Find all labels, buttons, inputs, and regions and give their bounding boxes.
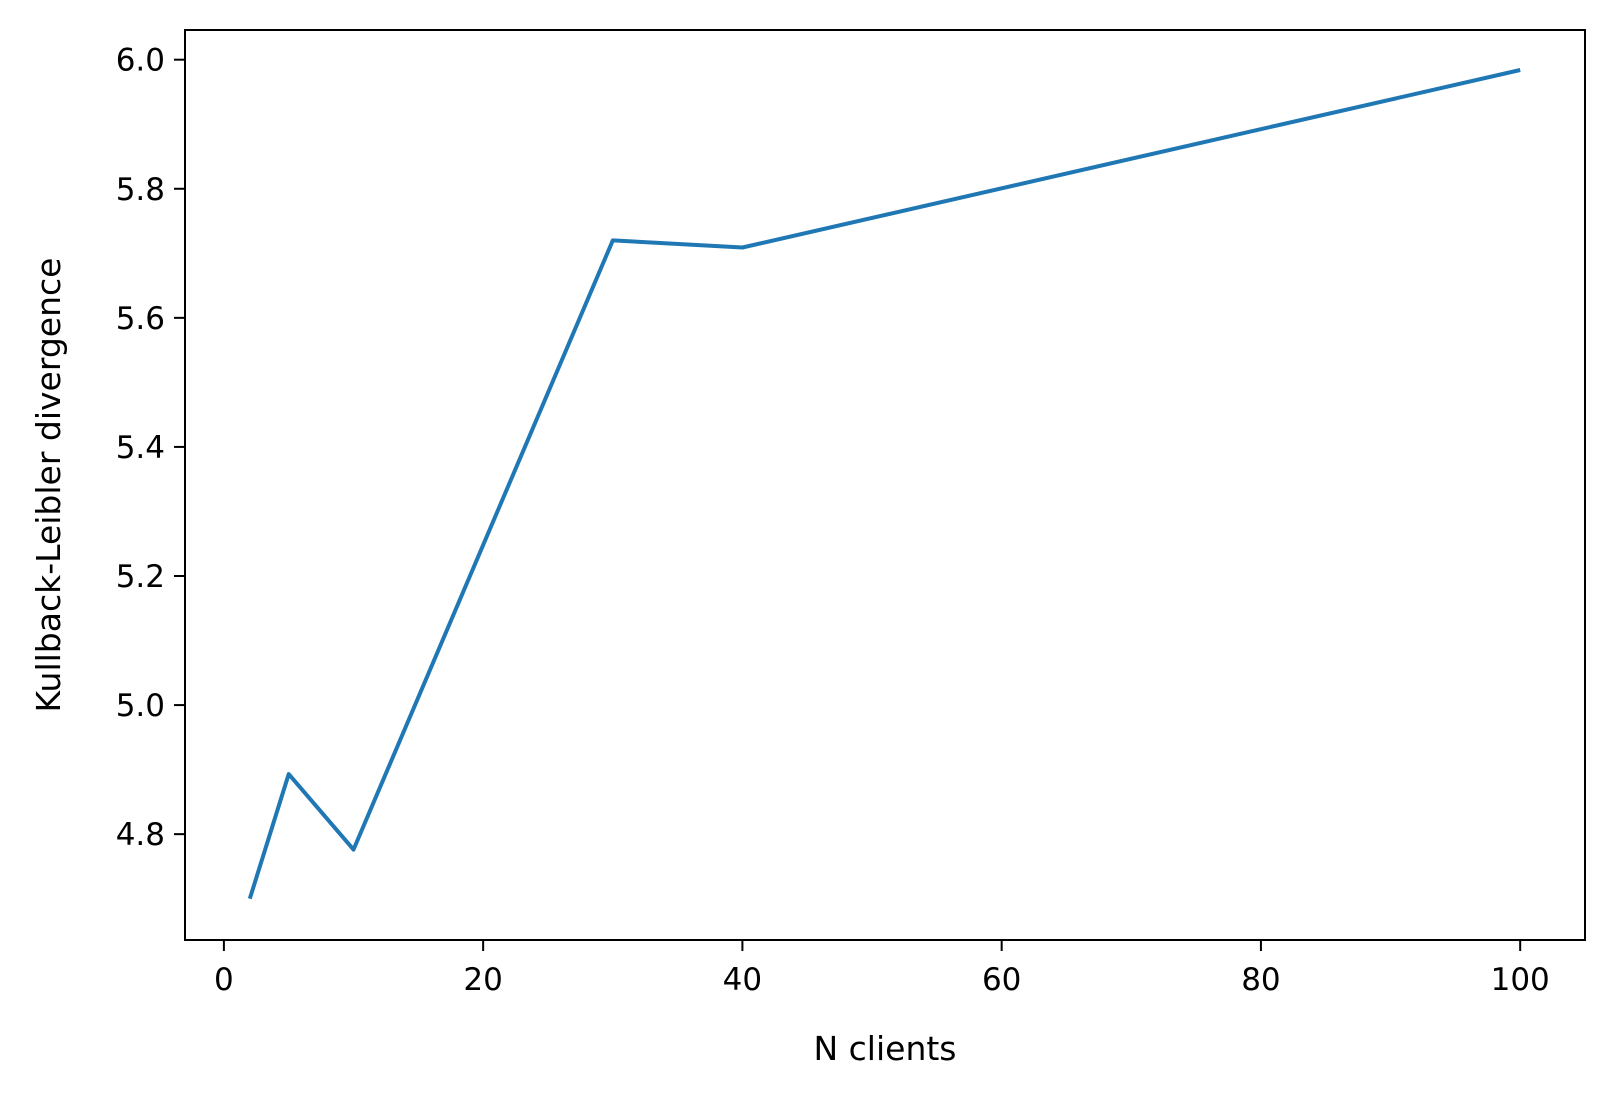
y-tick-label: 5.8 — [116, 172, 165, 208]
y-tick-label: 6.0 — [116, 43, 165, 79]
y-tick-label: 5.2 — [116, 559, 165, 595]
x-axis-label: N clients — [813, 1029, 956, 1068]
x-tick-label: 80 — [1241, 962, 1280, 998]
x-tick-label: 20 — [463, 962, 502, 998]
series-line-1 — [247, 68, 1521, 900]
y-tick-label: 5.6 — [116, 301, 165, 337]
x-tick-label: 60 — [982, 962, 1021, 998]
x-tick-label: 0 — [214, 962, 234, 998]
y-tick-label: 4.8 — [116, 817, 165, 853]
y-tick-label: 5.0 — [116, 688, 165, 724]
ticks-layer: 0 20 40 60 80 100 4.8 5.0 5.2 5.4 5.6 5.8 6.0 — [116, 43, 1550, 998]
plot-frame — [184, 29, 1586, 941]
x-tick-label: 40 — [723, 962, 762, 998]
series-layer — [247, 68, 1521, 900]
x-tick-label: 100 — [1491, 962, 1550, 998]
y-axis-label: Kullback-Leibler divergence — [29, 258, 68, 713]
y-tick-label: 5.4 — [116, 430, 165, 466]
